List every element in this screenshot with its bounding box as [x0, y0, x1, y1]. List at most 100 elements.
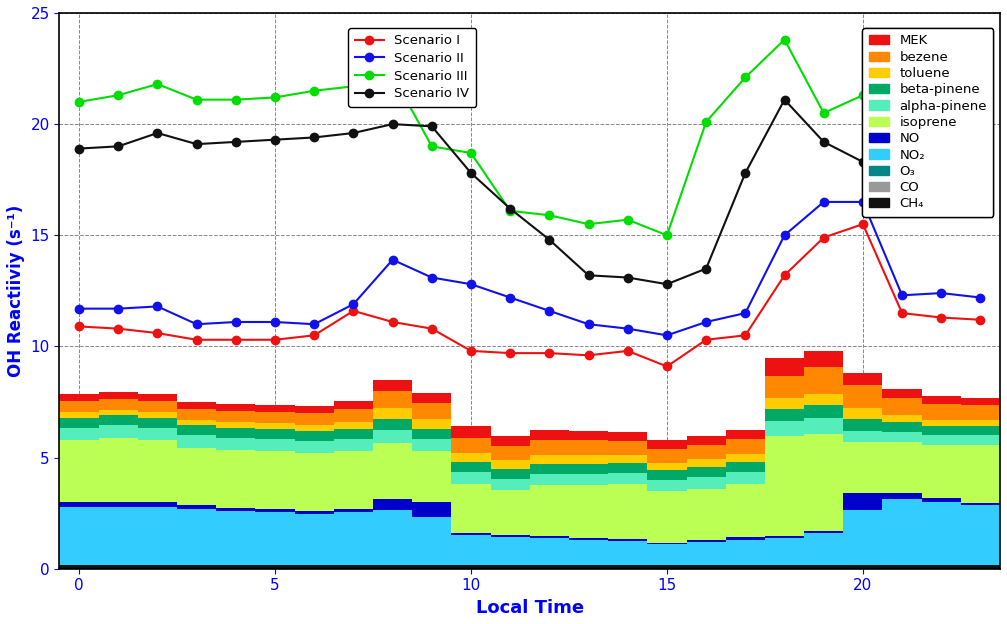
Bar — [726, 462, 765, 472]
Bar — [648, 470, 687, 480]
Bar — [765, 376, 805, 398]
Bar — [569, 540, 608, 565]
Bar — [295, 431, 333, 441]
Bar — [177, 447, 217, 505]
Bar — [99, 565, 138, 569]
Bar — [490, 446, 530, 461]
Bar — [765, 421, 805, 436]
Bar — [882, 432, 921, 442]
Bar — [333, 401, 373, 409]
Bar — [765, 398, 805, 409]
Bar — [648, 544, 687, 565]
Bar — [412, 439, 451, 451]
Bar — [921, 565, 961, 569]
Bar — [373, 565, 412, 569]
Bar — [295, 511, 333, 514]
Bar — [373, 380, 412, 391]
Bar — [412, 419, 451, 429]
Bar — [412, 565, 451, 569]
Bar — [333, 422, 373, 429]
Bar — [961, 435, 1000, 445]
Bar — [412, 517, 451, 565]
Bar — [843, 510, 882, 565]
Bar — [412, 393, 451, 403]
Bar — [177, 565, 217, 569]
Bar — [138, 412, 177, 417]
Bar — [530, 455, 569, 464]
Bar — [217, 511, 256, 565]
Bar — [177, 509, 217, 565]
Bar — [333, 451, 373, 509]
Bar — [648, 462, 687, 470]
Legend: MEK, bezene, toluene, beta-pinene, alpha-pinene, isoprene, NO, NO₂, O₃, CO, CH₄: MEK, bezene, toluene, beta-pinene, alpha… — [862, 28, 994, 217]
Bar — [138, 417, 177, 427]
Bar — [921, 426, 961, 435]
Bar — [765, 565, 805, 569]
Bar — [687, 565, 726, 569]
Bar — [217, 404, 256, 411]
Bar — [530, 474, 569, 485]
Bar — [921, 445, 961, 498]
Bar — [177, 436, 217, 447]
Bar — [805, 405, 843, 418]
Bar — [882, 442, 921, 493]
Bar — [99, 426, 138, 437]
Bar — [608, 455, 648, 462]
Bar — [59, 417, 99, 427]
Bar — [256, 412, 295, 423]
Bar — [648, 480, 687, 492]
Bar — [765, 436, 805, 536]
Bar — [295, 453, 333, 511]
Bar — [530, 485, 569, 536]
Bar — [490, 490, 530, 535]
Bar — [217, 565, 256, 569]
Bar — [256, 565, 295, 569]
Bar — [608, 462, 648, 472]
Bar — [882, 499, 921, 565]
Bar — [295, 565, 333, 569]
Bar — [333, 512, 373, 565]
Bar — [882, 389, 921, 397]
Bar — [99, 437, 138, 502]
Bar — [59, 502, 99, 507]
Bar — [490, 535, 530, 537]
Bar — [217, 422, 256, 427]
Bar — [608, 432, 648, 441]
Bar — [608, 541, 648, 565]
Bar — [451, 453, 490, 462]
Bar — [608, 539, 648, 541]
Bar — [217, 437, 256, 450]
Bar — [805, 565, 843, 569]
Bar — [961, 405, 1000, 421]
Bar — [256, 512, 295, 565]
Bar — [648, 565, 687, 569]
Bar — [805, 367, 843, 394]
Bar — [687, 489, 726, 540]
Bar — [882, 565, 921, 569]
Bar — [648, 492, 687, 542]
Bar — [882, 397, 921, 416]
Bar — [843, 373, 882, 386]
Bar — [333, 409, 373, 422]
Bar — [726, 484, 765, 537]
Bar — [451, 533, 490, 535]
Bar — [99, 410, 138, 416]
Bar — [608, 472, 648, 484]
Bar — [490, 469, 530, 479]
Bar — [765, 409, 805, 421]
Bar — [569, 431, 608, 441]
Bar — [961, 421, 1000, 426]
Bar — [490, 461, 530, 469]
Bar — [569, 538, 608, 540]
Bar — [412, 429, 451, 439]
Bar — [373, 430, 412, 443]
Bar — [451, 565, 490, 569]
Bar — [843, 431, 882, 442]
Bar — [138, 565, 177, 569]
Bar — [412, 451, 451, 502]
Bar — [177, 426, 217, 436]
Bar — [333, 439, 373, 451]
Bar — [295, 406, 333, 413]
Bar — [921, 404, 961, 420]
Bar — [687, 459, 726, 467]
